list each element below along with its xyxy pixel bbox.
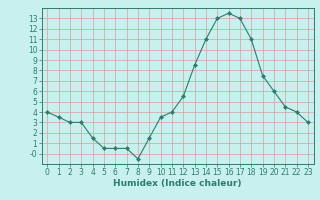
X-axis label: Humidex (Indice chaleur): Humidex (Indice chaleur) xyxy=(113,179,242,188)
